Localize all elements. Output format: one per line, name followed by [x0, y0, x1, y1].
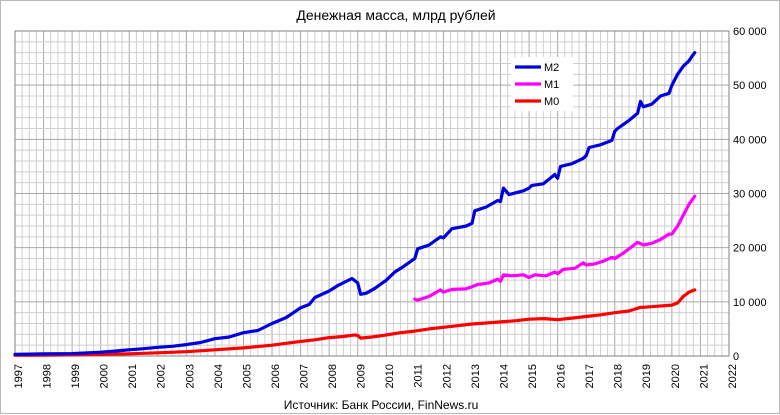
legend-label-m1: M1: [544, 79, 559, 91]
x-tick-label: 2003: [184, 364, 196, 388]
y-axis-ticks: 0 10 000 20 000 30 000 40 000 50 000 60 000: [733, 26, 767, 363]
x-tick-label: 2018: [613, 364, 625, 388]
x-tick-label: 2013: [470, 364, 482, 388]
x-tick-label: 2014: [498, 364, 510, 388]
x-tick-label: 2020: [670, 364, 682, 388]
x-tick-label: 2002: [156, 364, 168, 388]
x-tick-label: 2004: [213, 364, 225, 388]
x-tick-label: 2008: [327, 364, 339, 388]
x-tick-label: 2005: [241, 364, 253, 388]
series-lines: [13, 51, 697, 357]
series-line-m0: [13, 288, 697, 357]
x-tick-label: 2022: [727, 364, 739, 388]
legend-label-m0: M0: [544, 96, 559, 108]
x-tick-label: 1999: [70, 364, 82, 388]
legend-label-m2: M2: [544, 62, 559, 74]
x-tick-label: 2019: [641, 364, 653, 388]
x-axis-ticks: 1997 1998 1999 2000 2001 2002 2003 2004 2005 2006…: [13, 364, 739, 388]
x-tick-label: 2021: [698, 364, 710, 388]
x-tick-label: 1997: [13, 364, 25, 388]
y-tick-label: 50 000: [733, 80, 767, 92]
x-tick-label: 2011: [413, 364, 425, 388]
legend: M2 M1 M0: [511, 57, 573, 111]
x-tick-label: 2007: [299, 364, 311, 388]
grid: [14, 30, 730, 357]
y-tick-label: 30 000: [733, 189, 767, 201]
x-tick-label: 2009: [356, 364, 368, 388]
x-tick-label: 2010: [384, 364, 396, 388]
source-note: Источник: Банк России, FinNews.ru: [284, 398, 479, 412]
y-tick-label: 10 000: [733, 297, 767, 309]
x-tick-label: 2012: [441, 364, 453, 388]
x-tick-label: 2017: [584, 364, 596, 388]
y-tick-label: 0: [733, 351, 739, 363]
x-tick-label: 2016: [556, 364, 568, 388]
y-tick-label: 20 000: [733, 243, 767, 255]
y-tick-label: 40 000: [733, 134, 767, 146]
y-tick-label: 60 000: [733, 26, 767, 38]
x-tick-label: 1998: [41, 364, 53, 388]
x-tick-label: 2006: [270, 364, 282, 388]
series-line-m1: [413, 194, 697, 302]
x-tick-label: 2000: [99, 364, 111, 388]
plot-border: [14, 30, 730, 357]
chart-title: Денежная масса, млрд рублей: [296, 7, 495, 23]
x-tick-label: 2001: [127, 364, 139, 388]
x-tick-label: 2015: [527, 364, 539, 388]
series-line-m2: [13, 51, 697, 356]
